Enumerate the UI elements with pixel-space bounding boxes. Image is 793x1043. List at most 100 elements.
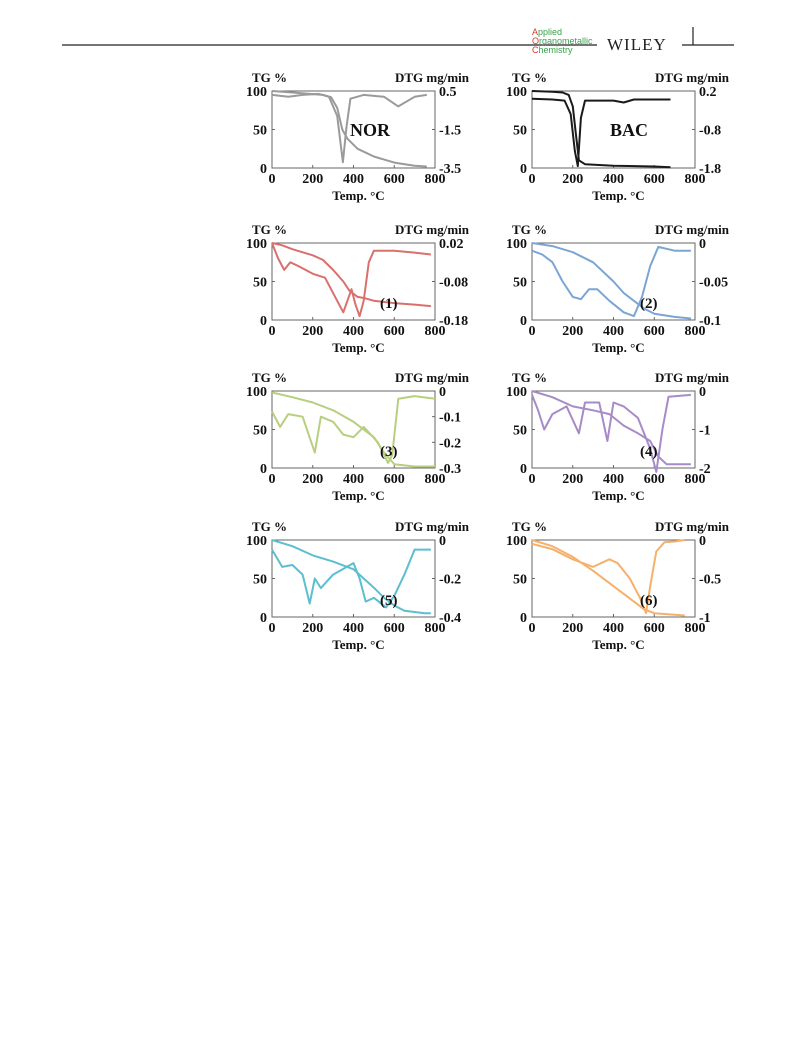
x-tick-label: 600 (644, 472, 665, 487)
y-tick-label-right: 0 (699, 385, 706, 400)
journal-initial-c: C (532, 45, 539, 55)
x-tick-label: 200 (562, 472, 583, 487)
y-tick-label-right: -0.5 (699, 573, 721, 588)
x-tick-label: 0 (269, 172, 276, 187)
tg-curve (531, 539, 685, 617)
dtg-curve (531, 393, 691, 473)
y-tick-label-left: 0 (520, 611, 527, 626)
x-tick-label: 800 (425, 324, 446, 339)
journal-line-2: Organometallic (532, 36, 593, 46)
x-tick-label: 200 (302, 172, 323, 187)
y-tick-label-left: 100 (246, 385, 267, 400)
journal-header: Applied Organometallic Chemistry WILEY (0, 0, 793, 60)
x-tick-label: 400 (343, 472, 364, 487)
x-axis-title: Temp. °C (592, 488, 644, 503)
dtg-curve (271, 395, 436, 464)
y-axis-title-left: TG % (512, 519, 547, 534)
y-tick-label-right: 0 (439, 385, 446, 400)
plot-frame (271, 390, 436, 469)
y-axis-title-left: TG % (252, 519, 287, 534)
y-tick-label-right: -0.05 (699, 276, 728, 291)
x-axis-title: Temp. °C (332, 488, 384, 503)
panel-label-1: (1) (380, 296, 398, 312)
y-tick-label-right: 0.02 (439, 237, 464, 252)
y-tick-label-left: 50 (513, 573, 527, 588)
x-tick-label: 200 (302, 324, 323, 339)
panel-label-4: (4) (640, 444, 658, 460)
y-tick-label-left: 0 (520, 462, 527, 477)
dtg-curve (271, 242, 432, 318)
x-axis-title: Temp. °C (592, 188, 644, 203)
x-tick-label: 800 (685, 472, 706, 487)
y-axis-title-right: DTG mg/min (395, 222, 470, 237)
y-tick-label-left: 0 (520, 162, 527, 177)
x-tick-label: 400 (603, 472, 624, 487)
y-tick-label-right: -1 (699, 424, 711, 439)
x-tick-label: 400 (603, 172, 624, 187)
journal-line-3: Chemistry (532, 45, 573, 55)
x-tick-label: 0 (269, 621, 276, 636)
panel-label-3: (3) (380, 444, 398, 460)
x-tick-label: 200 (562, 621, 583, 636)
journal-line-1: Applied (532, 27, 562, 37)
x-tick-label: 400 (343, 621, 364, 636)
x-tick-label: 600 (384, 324, 405, 339)
panel-label-2: (2) (640, 296, 658, 312)
x-tick-label: 600 (644, 621, 665, 636)
x-tick-label: 400 (343, 324, 364, 339)
y-axis-title-left: TG % (512, 370, 547, 385)
x-tick-label: 0 (529, 324, 536, 339)
header-graphic: Applied Organometallic Chemistry WILEY (62, 27, 734, 55)
x-tick-label: 0 (529, 172, 536, 187)
y-tick-label-left: 50 (513, 276, 527, 291)
y-tick-label-left: 100 (506, 534, 527, 549)
y-tick-label-left: 0 (260, 462, 267, 477)
y-axis-title-right: DTG mg/min (655, 70, 730, 85)
tg-curve (531, 390, 691, 466)
panel-label-6: (6) (640, 593, 658, 609)
x-tick-label: 600 (384, 472, 405, 487)
plot-frame (271, 242, 436, 321)
x-tick-label: 200 (562, 172, 583, 187)
y-tick-label-left: 100 (506, 385, 527, 400)
x-axis-title: Temp. °C (332, 188, 384, 203)
x-tick-label: 200 (302, 472, 323, 487)
plot-frame (271, 539, 436, 618)
x-tick-label: 0 (529, 472, 536, 487)
journal-initial-a: A (532, 27, 538, 37)
y-tick-label-right: -0.8 (699, 124, 721, 139)
y-tick-label-right: 0.5 (439, 85, 457, 100)
x-axis-title: Temp. °C (332, 340, 384, 355)
journal-word-organometallic: rganometallic (539, 36, 593, 46)
panel-label-bac: BAC (610, 120, 648, 140)
x-axis-title: Temp. °C (592, 637, 644, 652)
x-tick-label: 800 (425, 172, 446, 187)
y-tick-label-right: -0.1 (699, 314, 721, 329)
x-tick-label: 0 (529, 621, 536, 636)
tga-panel-1: TG % DTG mg/min 0 200 400 600 800 0 50 100 0.02 -0.… (246, 222, 470, 355)
y-tick-label-left: 100 (246, 85, 267, 100)
y-tick-label-left: 100 (246, 237, 267, 252)
y-axis-title-right: DTG mg/min (395, 370, 470, 385)
journal-word-chemistry: hemistry (539, 45, 574, 55)
y-tick-label-right: -1.5 (439, 124, 461, 139)
y-tick-label-right: -0.2 (439, 436, 461, 451)
tg-curve (531, 242, 691, 320)
dtg-curve (271, 92, 427, 164)
tg-curve (531, 90, 671, 169)
x-tick-label: 200 (562, 324, 583, 339)
tga-panel-nor: TG % DTG mg/min 0 200 400 600 800 0 50 100 0.5 -1.5… (246, 70, 470, 203)
dtg-curve (271, 548, 431, 609)
journal-word-applied: pplied (538, 27, 562, 37)
y-tick-label-left: 50 (253, 124, 267, 139)
x-tick-label: 0 (269, 324, 276, 339)
y-tick-label-right: -0.2 (439, 573, 461, 588)
y-tick-label-left: 50 (513, 424, 527, 439)
y-tick-label-right: 0 (699, 237, 706, 252)
y-tick-label-left: 50 (513, 124, 527, 139)
y-tick-label-left: 100 (506, 237, 527, 252)
